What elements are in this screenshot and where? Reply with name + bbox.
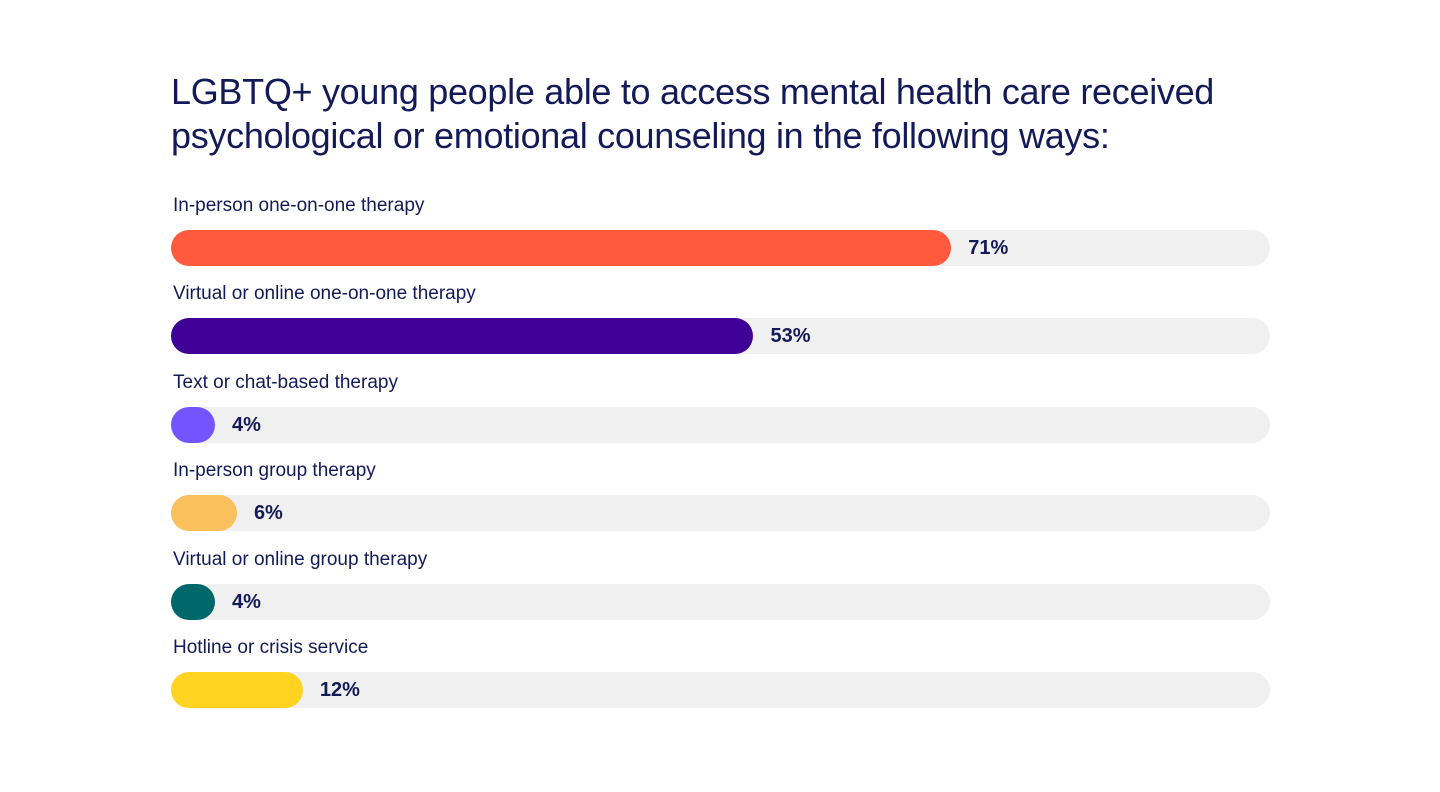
bar-track [171, 318, 1270, 355]
category-label: Hotline or crisis service [173, 637, 369, 658]
category-label: Virtual or online one-on-one therapy [173, 283, 476, 305]
bar [171, 583, 215, 620]
bar [171, 672, 303, 708]
value-label: 12% [319, 679, 360, 701]
value-label: 71% [968, 237, 1009, 259]
category-label: Text or chat-based therapy [173, 371, 398, 393]
value-label: 53% [770, 325, 811, 348]
bar-track [171, 230, 1270, 266]
bar-row: Hotline or crisis service 12% [171, 636, 1270, 716]
bar-row: In-person one-on-one therapy 71% [171, 194, 1270, 274]
value-label: 4% [232, 413, 261, 436]
bar-row: Text or chat-based therapy 4% [171, 371, 1270, 451]
bar [171, 318, 754, 355]
bar-track [171, 406, 1270, 443]
bar [171, 230, 952, 266]
chart-title: LGBTQ+ young people able to access menta… [171, 71, 1215, 156]
bar-row: Virtual or online group therapy 4% [171, 548, 1270, 628]
bar-track [171, 672, 1270, 708]
bar-track [171, 583, 1270, 620]
bar [171, 406, 215, 443]
bar-row: Virtual or online one-on-one therapy 53% [171, 282, 1270, 362]
category-label: In-person group therapy [173, 460, 376, 482]
bar-chart: LGBTQ+ young people able to access menta… [171, 70, 1270, 708]
category-label: Virtual or online group therapy [173, 548, 428, 570]
bar-track [171, 495, 1270, 532]
value-label: 6% [253, 502, 283, 525]
value-label: 4% [232, 590, 261, 613]
category-label: In-person one-on-one therapy [173, 195, 425, 216]
bar [171, 495, 237, 532]
bar-row: In-person group therapy 6% [171, 459, 1270, 539]
